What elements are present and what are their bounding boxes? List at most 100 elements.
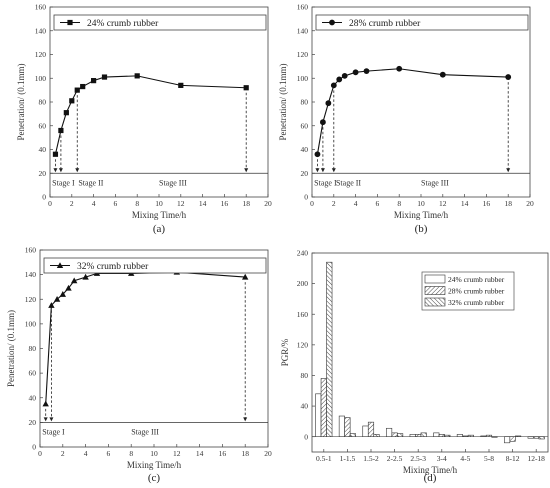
data-point-triangle [53,295,61,302]
x-tick-label: 16 [221,199,229,208]
x-tick-label: 14 [196,449,204,458]
chart-panel-a: 0 2 4 6 8 10 12 14 16 18 20 0 20 40 60 80 100 120 140 160 Mi… [16,3,272,235]
data-point-circle [329,19,335,26]
legend-box [53,14,267,31]
data-point-square [74,87,80,93]
data-point-triangle [59,291,66,297]
y-tick-label: 60 [29,369,37,378]
x-tick-label: 8 [135,199,139,208]
y-tick-label: 160 [297,3,309,12]
x-tick-label: 20 [526,199,534,208]
y-tick-label: 120 [35,50,47,59]
stage-divider-arrow [58,168,63,173]
y-tick-label: 240 [297,249,309,258]
stage-label: Stage III [159,178,187,187]
stage-divider-arrow [331,168,336,173]
bar [344,417,351,437]
x-tick-label: 8 [397,199,401,208]
x-tick-label: 14 [461,199,469,208]
x-tick-label: 8-12 [506,454,520,463]
y-tick-label: 60 [301,121,309,130]
bar [367,421,375,437]
stage-label: Stage III [421,178,449,187]
y-tick-label: 160 [25,246,37,255]
y-tick-label: 200 [297,279,309,288]
y-tick-label: 0 [32,443,36,452]
panel-caption: (c) [148,472,161,484]
stage-divider-arrow [43,417,48,422]
y-tick-label: 100 [297,74,309,83]
y-tick-label: 80 [39,98,47,107]
x-tick-label: 12 [177,199,185,208]
legend-label: 28% crumb rubber [349,19,421,29]
bar [420,432,427,437]
y-tick-label: 60 [39,121,47,130]
y-tick-label: 20 [39,169,47,178]
y-tick-label: 140 [297,26,309,35]
x-tick-label: 2 [332,199,336,208]
stage-divider-arrow [320,168,325,173]
bar [433,432,440,437]
y-tick-label: 20 [29,418,37,427]
y-tick-label: 120 [297,50,309,59]
bar [491,436,498,438]
x-tick-label: 12-18 [527,454,545,463]
plot-frame [49,6,269,198]
x-tick-label: 12 [439,199,447,208]
bar [480,435,487,437]
panel-caption: (d) [424,472,437,484]
x-tick-label: 10 [155,199,163,208]
data-point-triangle [71,277,78,284]
x-tick-label: 0.5-1 [316,454,332,463]
x-axis-label: Mixing Time/h [127,460,182,470]
data-point-circle [320,119,326,126]
data-point-square [101,74,108,80]
x-tick-label: 2 [70,199,74,208]
data-point-square [134,73,140,79]
x-tick-label: 10 [150,449,158,458]
bar [515,435,522,437]
data-point-square [52,151,59,157]
data-point-square [178,82,184,88]
chart-panel-c: 0 2 4 6 8 10 12 14 16 18 20 0 20 40 60 80 100 120 140 160 Mi… [6,246,272,484]
y-axis-label: Penetration/ (0.1mm) [16,64,26,141]
x-tick-label: 1.5-2 [363,454,379,463]
x-tick-label: 6 [114,199,118,208]
bar [504,436,511,444]
bar [509,436,516,442]
bar [409,434,416,437]
bar [415,434,422,437]
y-tick-label: 0 [304,432,308,441]
stage-divider-arrow [75,168,80,173]
series-line [316,68,509,155]
x-tick-label: 8 [129,449,133,458]
x-tick-label: 6 [107,449,111,458]
stage-label: Stage III [131,427,159,436]
bar [527,436,534,439]
y-tick-label: 80 [301,98,309,107]
bar [467,434,474,437]
x-tick-label: 4 [354,199,358,208]
x-tick-label: 20 [264,449,272,458]
legend: 24% crumb rubber [53,14,267,31]
x-tick-label: 3-4 [437,454,447,463]
bar [386,427,393,437]
y-tick-label: 100 [25,319,37,328]
legend-swatch [424,274,446,284]
y-tick-label: 0 [304,193,308,202]
data-point-square [63,110,69,116]
plot-frame [311,6,531,198]
bar [538,436,545,440]
x-tick-label: 4-5 [460,454,470,463]
y-tick-label: 40 [29,393,37,402]
x-tick-label: 6 [376,199,380,208]
bar [533,436,540,439]
data-point-triangle [82,273,89,280]
x-tick-label: 1-1.5 [340,454,356,463]
data-point-circle [336,76,343,83]
bar [444,434,451,437]
x-axis-label: Mixing Time/h [132,210,187,220]
y-tick-label: 140 [35,26,47,35]
legend: 24% crumb rubber 28% crumb rubber 32% crum… [421,271,515,311]
